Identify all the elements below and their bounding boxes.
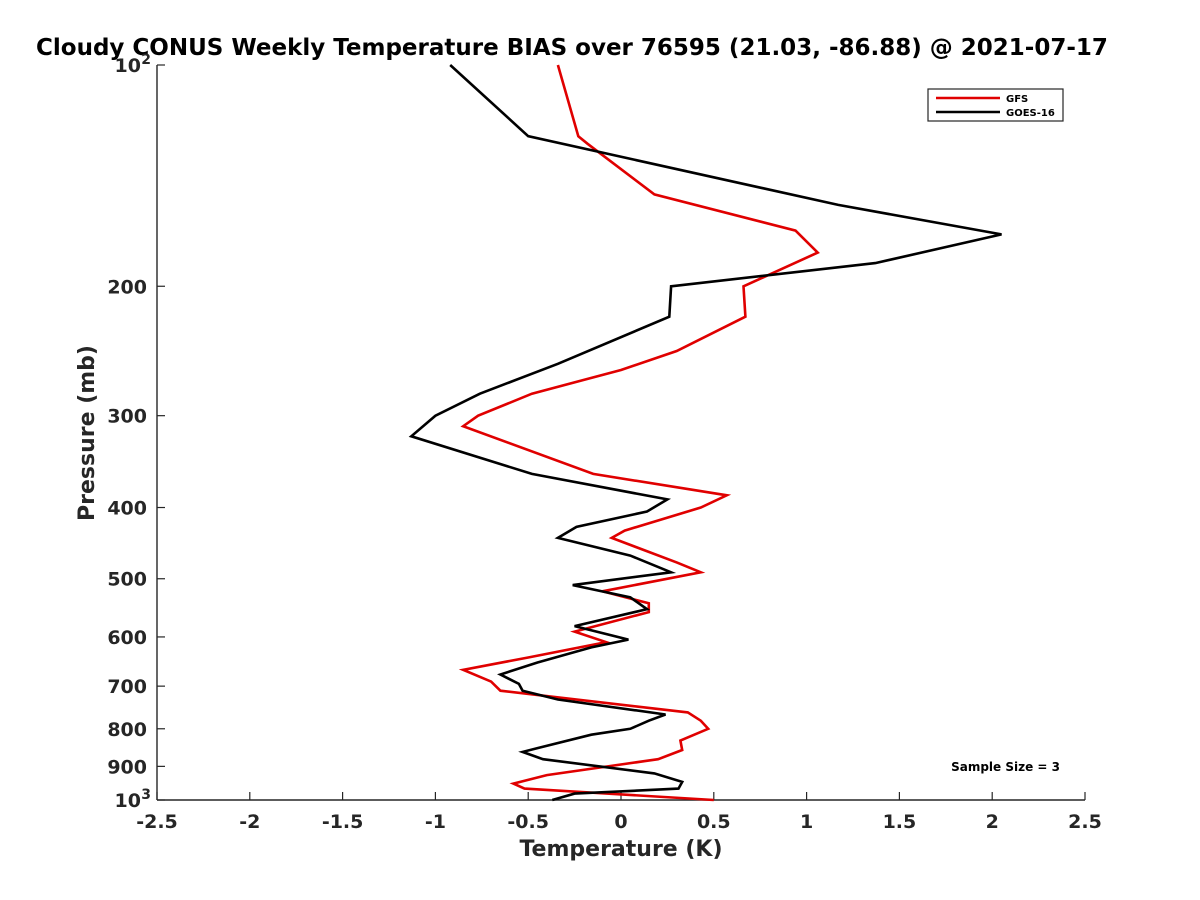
x-axis-ticks: -2.5 -2 -1.5 -1 -0.5 0 0.5 1 1.5 2 2.5	[136, 792, 1102, 833]
x-tick-label: 2	[986, 811, 999, 833]
x-tick-label: -0.5	[507, 811, 549, 833]
x-tick-label: -1.5	[322, 811, 364, 833]
sample-size-annotation: Sample Size = 3	[951, 760, 1060, 774]
y-tick-label: 800	[107, 719, 147, 741]
y-tick-label: 103	[115, 787, 151, 812]
x-tick-label: 1.5	[883, 811, 917, 833]
x-axis-label: Temperature (K)	[519, 837, 722, 862]
y-tick-label: 400	[107, 498, 147, 520]
y-tick-label-base: 900	[107, 756, 147, 778]
y-tick-label: 600	[107, 627, 147, 649]
x-tick-label: -2	[239, 811, 260, 833]
y-tick-label: 900	[107, 756, 147, 778]
y-tick-label-base: 10	[115, 55, 141, 77]
y-tick-label-base: 500	[107, 569, 147, 591]
y-tick-label: 200	[107, 276, 147, 298]
plot-area	[156, 65, 1085, 801]
y-tick-label-base: 800	[107, 719, 147, 741]
x-tick-label: -2.5	[136, 811, 178, 833]
series-layer	[408, 64, 1002, 802]
series-line-gfs	[458, 64, 820, 802]
x-tick-label: 0	[614, 811, 627, 833]
y-tick-label-exponent: 3	[141, 787, 151, 803]
y-tick-label-base: 600	[107, 627, 147, 649]
y-tick-label-base: 700	[107, 676, 147, 698]
y-tick-label: 300	[107, 406, 147, 428]
x-tick-label: 2.5	[1068, 811, 1102, 833]
legend-label: GOES-16	[1006, 108, 1055, 119]
legend: GFS GOES-16	[927, 88, 1064, 122]
x-tick-label: 0.5	[697, 811, 731, 833]
x-tick-label: 1	[800, 811, 813, 833]
legend-label: GFS	[1006, 94, 1028, 105]
y-axis-label: Pressure (mb)	[75, 345, 100, 521]
y-tick-label-base: 200	[107, 276, 147, 298]
series-line-goes-16	[408, 64, 1002, 802]
legend-box	[927, 88, 1064, 122]
y-tick-label: 700	[107, 676, 147, 698]
y-tick-label-base: 300	[107, 406, 147, 428]
x-tick-label: -1	[425, 811, 446, 833]
y-tick-label: 500	[107, 569, 147, 591]
chart-title: Cloudy CONUS Weekly Temperature BIAS ove…	[36, 35, 1108, 61]
y-tick-label-base: 10	[115, 790, 141, 812]
y-tick-label-exponent: 2	[141, 52, 151, 68]
y-tick-label: 102	[115, 52, 151, 77]
y-tick-label-base: 400	[107, 498, 147, 520]
